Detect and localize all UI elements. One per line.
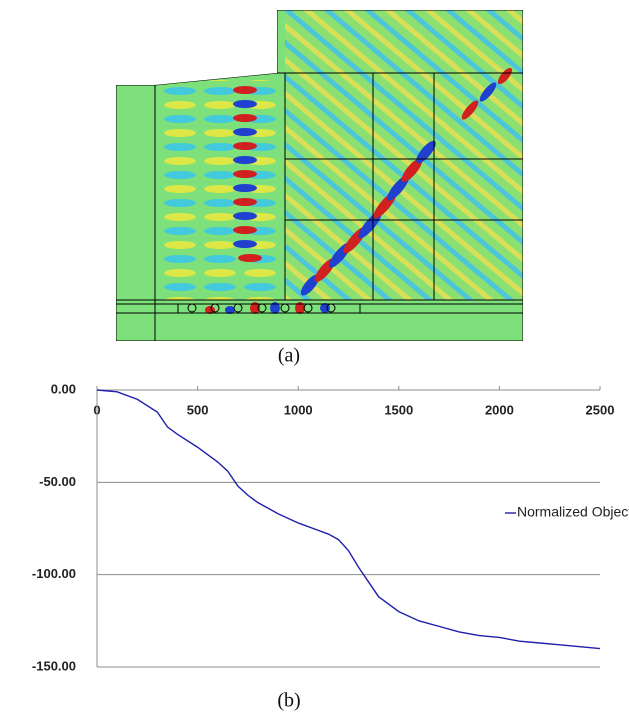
x-tick-label: 2500 bbox=[586, 402, 615, 417]
y-tick-label: 0.00 bbox=[51, 381, 76, 396]
y-tick-label: -50.00 bbox=[39, 474, 76, 489]
x-tick-label: 2000 bbox=[485, 402, 514, 417]
x-tick-label: 1500 bbox=[384, 402, 413, 417]
data-line bbox=[96, 389, 601, 650]
caption: (b) bbox=[277, 690, 300, 712]
legend-label: Normalized Objective bbox=[517, 504, 629, 520]
x-tick-label: 1000 bbox=[284, 402, 313, 417]
y-tick-label: -100.00 bbox=[32, 566, 76, 581]
field-image bbox=[116, 10, 523, 341]
y-tick-label: -150.00 bbox=[32, 658, 76, 673]
caption: (a) bbox=[278, 345, 300, 367]
x-tick-label: 500 bbox=[187, 402, 209, 417]
